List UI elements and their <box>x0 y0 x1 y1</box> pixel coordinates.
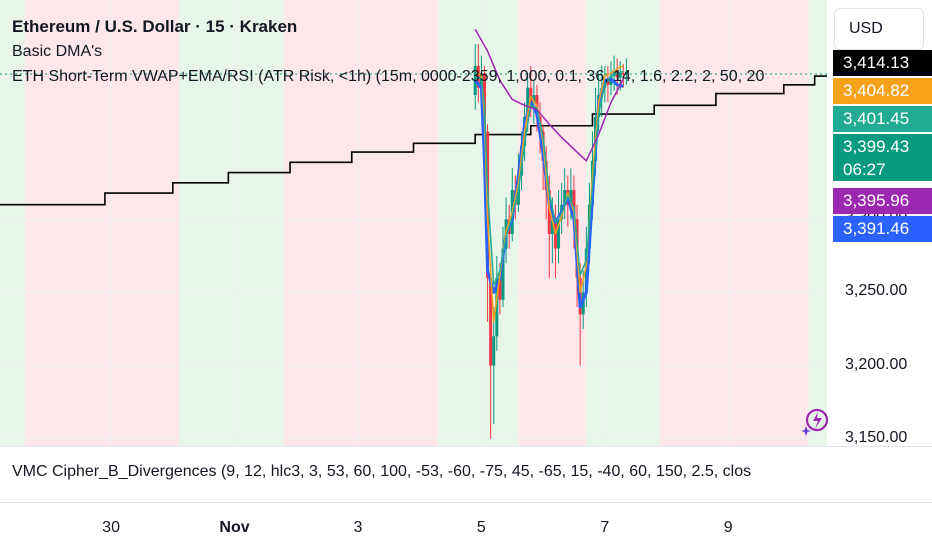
candle-body <box>529 87 533 103</box>
price-chart[interactable] <box>0 0 932 502</box>
step-line <box>0 75 827 206</box>
series-line <box>474 28 624 162</box>
candle <box>563 168 567 220</box>
price-tag: 3,399.43 <box>833 134 932 160</box>
candle-body <box>495 277 499 337</box>
candle <box>621 64 625 88</box>
session-band <box>808 0 827 446</box>
series-line <box>474 65 624 323</box>
sparkle-lightning-icon[interactable] <box>800 404 830 440</box>
x-tick-label: 7 <box>600 519 610 536</box>
oscillator-pane[interactable]: VMC Cipher_B_Divergences (9, 12, hlc3, 3… <box>0 446 932 503</box>
series-line <box>474 70 624 286</box>
candle-body <box>557 219 561 249</box>
candle-body <box>550 219 554 234</box>
price-tag: 3,395.96 <box>833 188 932 214</box>
indicator-vmc-cipher[interactable]: VMC Cipher_B_Divergences (9, 12, hlc3, 3… <box>12 463 752 480</box>
x-tick-label: 30 <box>102 519 120 536</box>
candle-body <box>563 190 567 205</box>
price-tag: 3,401.45 <box>833 106 932 132</box>
x-tick-label: 9 <box>723 519 733 536</box>
price-tag: 3,404.82 <box>833 78 932 104</box>
y-tick-label: 3,200.00 <box>845 355 908 373</box>
session-band <box>24 0 179 446</box>
candle-body <box>526 87 530 117</box>
step-line-group <box>0 75 827 206</box>
candle <box>489 263 493 439</box>
candle-body <box>572 190 576 220</box>
ma-lines <box>474 28 624 323</box>
time-axis[interactable]: 30 Nov 3 5 7 9 <box>0 502 932 551</box>
candle <box>606 65 610 103</box>
price-tag: 3,414.13 <box>833 50 932 76</box>
session-band <box>0 0 25 446</box>
currency-selector[interactable]: USD <box>834 8 924 50</box>
candle <box>501 226 505 308</box>
price-tag: 06:27 <box>833 159 932 181</box>
x-tick-label: 3 <box>353 519 363 536</box>
session-bands <box>0 0 827 446</box>
candle <box>612 55 616 91</box>
candle <box>624 58 628 85</box>
candle <box>492 307 496 425</box>
session-band <box>660 0 809 446</box>
x-tick-label: 5 <box>476 519 486 536</box>
candle-body <box>492 336 496 366</box>
session-band <box>283 0 439 446</box>
candle-body <box>498 277 502 300</box>
candle <box>532 80 536 125</box>
y-tick-label: 3,250.00 <box>845 282 908 300</box>
candle-body <box>618 73 622 78</box>
candle-body <box>606 80 610 85</box>
candle-body <box>621 73 625 75</box>
candle-body <box>612 70 616 77</box>
candle-body <box>532 95 536 103</box>
price-tag: 3,391.46 <box>833 216 932 242</box>
candle-body <box>473 65 477 96</box>
session-band <box>178 0 284 446</box>
candle-body <box>489 277 493 366</box>
candle-body <box>501 248 505 300</box>
x-tick-label: Nov <box>219 519 250 536</box>
candle-body <box>547 190 551 234</box>
candle-body <box>624 71 628 75</box>
gridlines <box>0 0 827 446</box>
candle-body <box>569 190 573 205</box>
y-tick-label: 3,150.00 <box>845 428 908 446</box>
